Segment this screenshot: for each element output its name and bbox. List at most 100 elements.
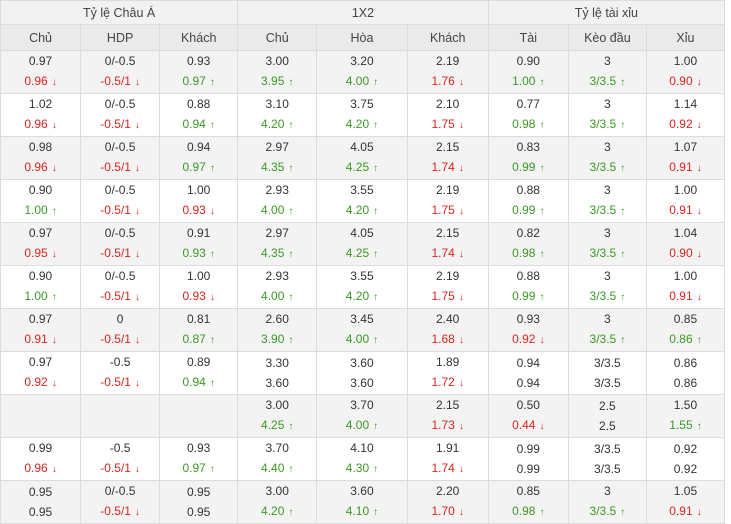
odds-cell-ah-home: 0.97 0.91 ↓ [0, 308, 82, 352]
odds-cell-ah-home: 0.90 1.00 ↑ [0, 179, 82, 223]
opening-odds: 0.99 [489, 439, 568, 459]
odds-value: 2.19 [436, 54, 460, 68]
opening-odds: 0.88 [489, 266, 568, 286]
arrow-up-icon: ↑ [209, 335, 215, 346]
odds-value: 0.95 [24, 246, 48, 260]
odds-value: 2.60 [265, 312, 289, 326]
arrow-up-icon: ↑ [209, 378, 215, 389]
current-odds: 1.74 ↓ [408, 157, 488, 179]
odds-value: 0.94 [516, 356, 540, 370]
odds-cell-1x2-draw: 3.75 4.20 ↑ [316, 93, 408, 137]
opening-odds: 3 [569, 180, 646, 200]
odds-cell-ah-away: 1.00 0.93 ↓ [159, 179, 239, 223]
odds-cell-ah-home [0, 394, 82, 438]
odds-value: 0.92 [673, 442, 698, 456]
opening-odds: 2.93 [238, 266, 316, 286]
odds-value: 3.90 [261, 332, 285, 346]
arrow-up-icon: ↑ [288, 335, 294, 346]
odds-value: 3.60 [350, 356, 374, 370]
opening-odds: 0.93 [160, 51, 237, 71]
odds-value: 0.96 [24, 74, 48, 88]
opening-odds: 1.04 [647, 223, 724, 243]
odds-cell-ah-away: 0.88 0.94 ↑ [159, 93, 239, 137]
odds-value: 1.91 [436, 441, 460, 455]
odds-value: 0.99 [516, 442, 540, 456]
odds-value: 3.00 [265, 484, 289, 498]
current-odds: 0.97 ↑ [160, 458, 237, 480]
current-odds: 0.92 ↓ [489, 329, 568, 351]
opening-odds: 2.5 [569, 396, 646, 416]
odds-value: 0.93 [182, 203, 206, 217]
opening-odds: 0.50 [489, 395, 568, 415]
odds-cell-1x2-draw: 3.60 4.10 ↑ [316, 480, 408, 524]
opening-odds: 0.85 [647, 309, 724, 329]
arrow-down-icon: ↓ [458, 249, 464, 260]
odds-cell-ah-away: 0.94 0.97 ↑ [159, 136, 239, 180]
odds-cell-ou-under: 0.92 0.92 [645, 437, 726, 481]
opening-odds: 0/-0.5 [81, 266, 159, 286]
current-odds: -0.5/1 ↓ [81, 114, 159, 136]
opening-odds: 1.00 [647, 266, 724, 286]
current-odds: 1.76 ↓ [408, 71, 488, 93]
arrow-up-icon: ↑ [620, 120, 626, 131]
odds-value: 0/-0.5 [104, 484, 136, 498]
odds-value: 0.99 [516, 462, 540, 476]
odds-value: 0.96 [24, 160, 48, 174]
current-odds: -0.5/1 ↓ [81, 243, 159, 265]
col-header-1x2-home: Chủ [237, 24, 318, 51]
odds-value: 0.99 [28, 441, 53, 455]
current-odds: 0.91 ↓ [1, 329, 80, 351]
odds-value: 0.90 [28, 269, 53, 283]
odds-value: 4.20 [261, 117, 285, 131]
odds-value: 1.14 [673, 97, 698, 111]
odds-cell-ah-away: 0.81 0.87 ↑ [159, 308, 239, 352]
current-odds: 0.90 ↓ [647, 71, 724, 93]
group-header-asian-handicap: Tỷ lệ Châu Á [0, 0, 239, 25]
odds-value: 3/3.5 [589, 203, 617, 217]
odds-value: 3/3.5 [589, 289, 617, 303]
odds-value: 0.93 [187, 441, 211, 455]
opening-odds: 0.94 [160, 137, 237, 157]
current-odds: 1.75 ↓ [408, 114, 488, 136]
odds-cell-1x2-away: 2.19 1.75 ↓ [406, 265, 489, 309]
current-odds: 0.86 ↑ [647, 329, 724, 351]
arrow-up-icon: ↑ [288, 507, 294, 518]
odds-value: 4.25 [345, 160, 370, 174]
odds-value: 0.97 [28, 54, 53, 68]
odds-cell-ou-line: 3/3.5 3/3.5 [567, 351, 647, 395]
current-odds: 4.20 ↑ [317, 114, 406, 136]
arrow-up-icon: ↑ [373, 507, 379, 518]
arrow-up-icon: ↑ [209, 464, 215, 475]
odds-cell-1x2-away: 2.10 1.75 ↓ [406, 93, 489, 137]
current-odds: -0.5/1 ↓ [81, 157, 159, 179]
arrow-down-icon: ↓ [696, 249, 702, 260]
odds-value: 4.00 [345, 332, 370, 346]
odds-cell-1x2-home: 3.70 4.40 ↑ [237, 437, 318, 481]
odds-cell-ah-home: 0.99 0.96 ↓ [0, 437, 82, 481]
odds-cell-ou-over: 0.83 0.99 ↑ [487, 136, 569, 180]
odds-cell-ah-home: 0.97 0.96 ↓ [0, 50, 82, 94]
opening-odds: 4.10 [317, 438, 406, 458]
opening-odds: 3 [569, 309, 646, 329]
odds-value: 1.50 [673, 398, 698, 412]
current-odds: 0.96 ↓ [1, 157, 80, 179]
odds-value: -0.5 [109, 355, 131, 369]
odds-cell-ah-hdp: -0.5 -0.5/1 ↓ [80, 437, 161, 481]
current-odds: 0.93 ↓ [160, 286, 237, 308]
opening-odds: 3 [569, 223, 646, 243]
opening-odds: 3.55 [317, 180, 406, 200]
opening-odds: 0.93 [160, 438, 237, 458]
odds-value: 0.87 [182, 332, 206, 346]
arrow-up-icon: ↑ [620, 292, 626, 303]
current-odds: 0.96 ↓ [1, 71, 80, 93]
current-odds: 1.74 ↓ [408, 458, 488, 480]
odds-value: 0.94 [182, 375, 206, 389]
odds-value: 0.85 [516, 484, 540, 498]
odds-value: 0.90 [669, 246, 693, 260]
odds-cell-1x2-home: 3.00 4.20 ↑ [237, 480, 318, 524]
odds-value: 0.98 [512, 504, 536, 518]
current-odds: 0.92 [647, 459, 724, 479]
odds-value: 0.86 [673, 376, 698, 390]
arrow-up-icon: ↑ [288, 421, 294, 432]
odds-value: 0.95 [28, 485, 53, 499]
